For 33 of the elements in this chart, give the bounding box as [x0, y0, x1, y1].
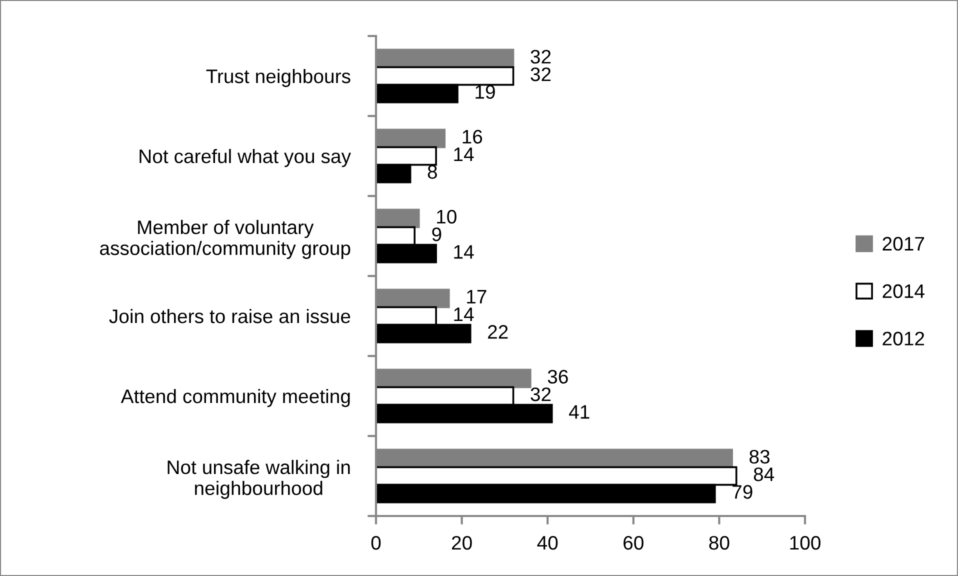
y-tick-label: Not careful what you say — [140, 148, 351, 168]
legend-label: 2014 — [882, 284, 924, 298]
x-tick-label: 60 — [624, 536, 644, 550]
x-tick-label: 80 — [709, 536, 730, 550]
data-label: 32 — [530, 387, 551, 402]
legend-label: 2017 — [882, 236, 924, 251]
y-tick-label: Not unsafe walking in neighbourhood — [168, 460, 350, 499]
x-tick-label: 0 — [371, 536, 381, 550]
data-label: 22 — [488, 325, 508, 339]
x-tick-label: 40 — [537, 536, 558, 550]
data-label: 83 — [750, 450, 770, 464]
legend-label: 2012 — [882, 332, 924, 346]
data-label: 32 — [530, 67, 551, 82]
x-tick-label: 100 — [790, 536, 820, 550]
data-label: 16 — [462, 130, 482, 144]
data-label: 41 — [569, 405, 590, 419]
data-label: 10 — [437, 210, 456, 224]
data-label: 14 — [454, 245, 474, 259]
data-label: 14 — [454, 148, 474, 162]
y-tick-label: Trust neighbours — [206, 68, 350, 88]
y-tick-label: Join others to raise an issue — [109, 308, 350, 324]
data-label: 9 — [432, 227, 442, 242]
data-label: 17 — [467, 290, 486, 304]
y-tick-label: Member of voluntary association/community group — [100, 220, 350, 259]
data-label: 32 — [530, 50, 551, 64]
data-label: 36 — [548, 370, 568, 384]
x-tick-label: 20 — [452, 536, 472, 550]
data-label: 19 — [476, 85, 495, 99]
data-label: 14 — [454, 308, 474, 322]
data-label: 84 — [754, 467, 774, 482]
data-label: 79 — [732, 485, 752, 499]
data-label: 8 — [428, 165, 437, 179]
y-tick-label: Attend community meeting — [120, 388, 350, 408]
